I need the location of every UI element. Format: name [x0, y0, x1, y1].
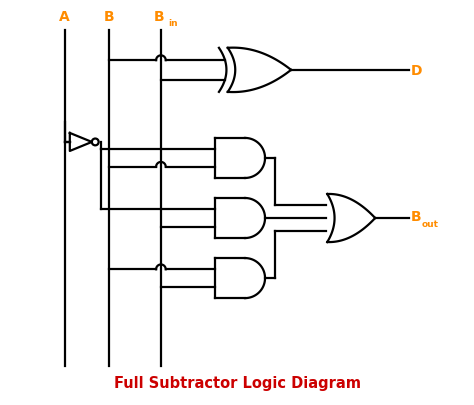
- Text: out: out: [421, 220, 438, 228]
- Text: Full Subtractor Logic Diagram: Full Subtractor Logic Diagram: [113, 375, 361, 390]
- Text: D: D: [411, 64, 423, 78]
- Text: A: A: [59, 10, 70, 24]
- Text: B: B: [411, 210, 422, 224]
- Text: B: B: [154, 10, 164, 24]
- Text: B: B: [103, 10, 114, 24]
- Text: in: in: [168, 19, 178, 28]
